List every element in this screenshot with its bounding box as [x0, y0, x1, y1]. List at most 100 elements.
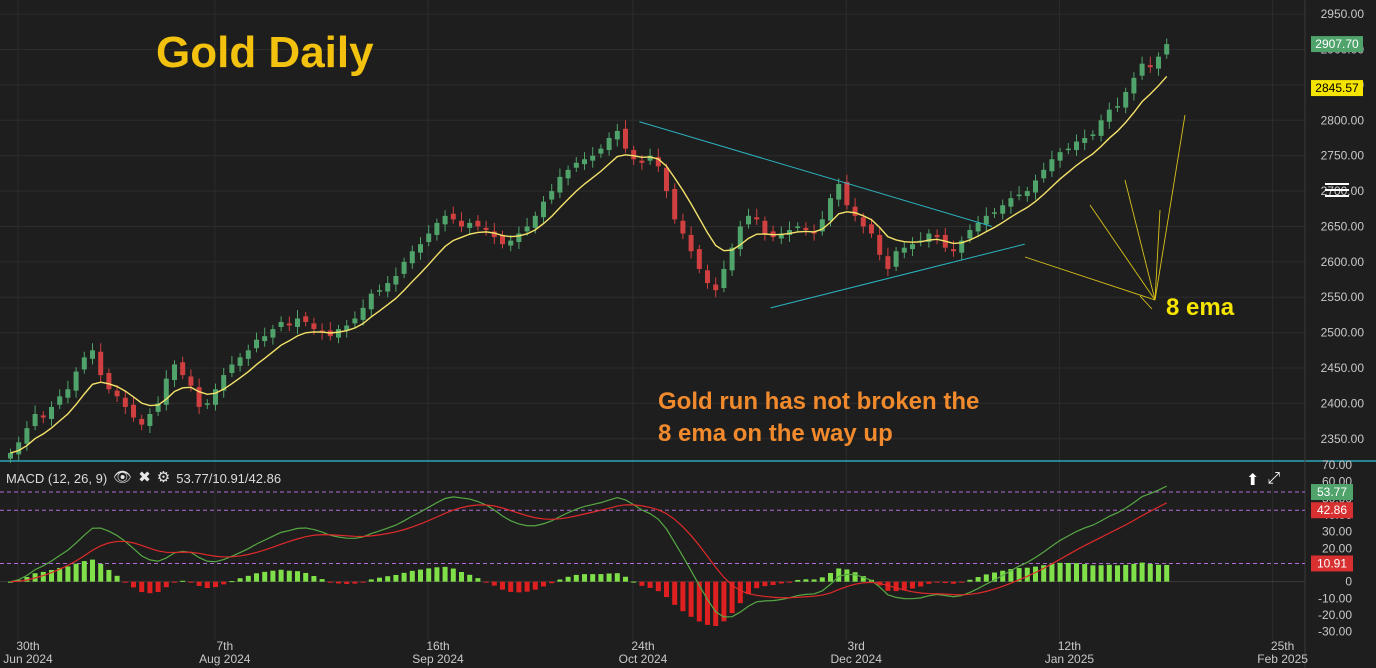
- price-tick-label: 2550.00: [1321, 290, 1365, 304]
- ema-annotation: 8 ema: [1166, 294, 1235, 321]
- candle-body: [795, 226, 801, 228]
- ema-8-line: [10, 75, 1168, 454]
- candle-body: [303, 316, 309, 322]
- close-icon[interactable]: ✖: [138, 469, 151, 486]
- macd-histogram-bar: [303, 572, 309, 582]
- macd-histogram-bar: [959, 581, 965, 583]
- candle-body: [213, 389, 218, 405]
- macd-histogram-bar: [1016, 568, 1022, 582]
- macd-histogram-bar: [1041, 565, 1047, 582]
- macd-histogram-bar: [983, 574, 989, 582]
- x-tick-sublabel: Dec 2024: [831, 652, 883, 666]
- macd-histogram-bar: [614, 573, 620, 582]
- candle-body: [623, 128, 628, 149]
- candle-body: [532, 215, 538, 228]
- macd-histogram-bar: [803, 579, 809, 582]
- candle-body: [705, 270, 710, 284]
- candle-body: [803, 227, 809, 230]
- macd-histogram-bar: [729, 581, 735, 614]
- candle-body: [344, 325, 350, 331]
- candle-body: [418, 244, 423, 253]
- menu-icon[interactable]: [1325, 183, 1349, 203]
- candle-body: [270, 329, 276, 338]
- x-tick-sublabel: Jan 2025: [1045, 652, 1095, 666]
- candle-body: [992, 212, 997, 214]
- candle-body: [426, 233, 432, 243]
- macd-tick-label: -10.00: [1318, 591, 1352, 605]
- expand-icon[interactable]: ⤢: [1267, 470, 1281, 487]
- eye-icon[interactable]: 👁: [113, 469, 133, 486]
- macd-histogram-bar: [639, 581, 645, 586]
- candle-body: [565, 169, 571, 179]
- macd-histogram-bar: [1106, 564, 1112, 582]
- candle-body: [1098, 120, 1104, 136]
- macd-histogram-bar: [409, 570, 415, 582]
- candle-body: [295, 318, 300, 327]
- candle-body: [98, 351, 104, 376]
- candle-body: [631, 150, 637, 160]
- x-tick-sublabel: Aug 2024: [199, 652, 251, 666]
- candle-body: [8, 452, 13, 459]
- candle-body: [1024, 191, 1030, 197]
- macd-histogram-bar: [1164, 564, 1170, 582]
- macd-histogram-bar: [286, 570, 292, 582]
- trendline: [639, 121, 993, 227]
- macd-histogram-bar: [532, 581, 538, 590]
- candle-body: [541, 201, 546, 218]
- x-tick-label: 7th: [216, 639, 233, 653]
- candle-body: [368, 293, 374, 310]
- macd-value-box: [1311, 484, 1353, 501]
- price-tick-label: 2400.00: [1321, 396, 1365, 410]
- price-value-box: [1311, 80, 1363, 97]
- macd-histogram-bar: [467, 574, 473, 582]
- macd-tick-label: -20.00: [1318, 608, 1352, 622]
- macd-histogram-bar: [352, 581, 358, 584]
- candle-body: [377, 290, 382, 292]
- macd-histogram-bar: [491, 581, 497, 586]
- macd-histogram-bar: [319, 579, 325, 582]
- macd-histogram-bar: [737, 581, 743, 604]
- candle-body: [860, 217, 866, 227]
- x-tick-sublabel: Jun 2024: [3, 652, 53, 666]
- macd-histogram-bar: [836, 568, 842, 582]
- arrow-up-icon[interactable]: ⬆: [1246, 472, 1260, 489]
- macd-histogram-bar: [1033, 566, 1038, 582]
- candle-body: [221, 375, 227, 391]
- candle-body: [1057, 152, 1063, 161]
- ema-pointer-line: [1124, 179, 1156, 301]
- price-tick-label: 2700.00: [1321, 184, 1365, 198]
- macd-histogram-bar: [1090, 565, 1096, 582]
- candle-body: [926, 233, 932, 243]
- macd-histogram-bar: [172, 581, 177, 583]
- macd-tick-label: 70.00: [1322, 458, 1352, 472]
- candle-body: [844, 181, 850, 206]
- candle-body: [180, 362, 186, 376]
- macd-histogram-bar: [975, 577, 981, 582]
- macd-histogram-bar: [278, 569, 284, 582]
- candle-body: [483, 227, 489, 230]
- candle-body: [885, 256, 891, 269]
- candle-body: [286, 323, 292, 326]
- candle-body: [450, 213, 456, 220]
- macd-histogram-bar: [475, 578, 481, 582]
- macd-histogram-bar: [295, 571, 300, 582]
- macd-histogram-bar: [1115, 565, 1120, 582]
- macd-value-label: 42.86: [1317, 503, 1347, 517]
- gear-icon[interactable]: ⚙: [156, 469, 171, 486]
- macd-histogram-bar: [549, 581, 555, 584]
- candle-body: [1033, 180, 1038, 193]
- macd-histogram-bar: [344, 581, 350, 585]
- macd-histogram-bar: [418, 569, 423, 582]
- candle-body: [672, 188, 678, 220]
- macd-histogram-bar: [688, 581, 694, 617]
- candle-body: [360, 307, 366, 320]
- candle-body: [877, 234, 883, 255]
- candle-body: [40, 415, 46, 418]
- candle-body: [393, 276, 399, 285]
- candle-body: [549, 191, 555, 200]
- signal-line: [10, 502, 1167, 599]
- candle-body: [1164, 44, 1170, 55]
- annotation-line-2: 8 ema on the way up: [658, 420, 893, 447]
- candle-body: [1016, 194, 1022, 197]
